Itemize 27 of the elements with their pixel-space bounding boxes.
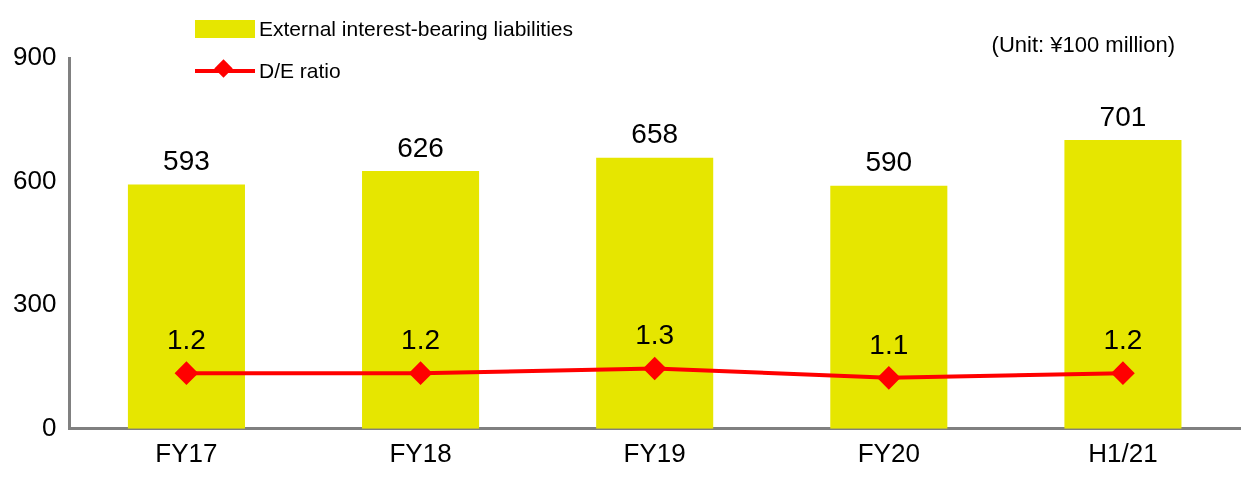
data-label: 1.3 bbox=[635, 319, 675, 351]
x-tick-label: H1/21 bbox=[1088, 437, 1158, 468]
bar bbox=[362, 170, 480, 429]
bar bbox=[596, 157, 714, 429]
y-tick-label: 300 bbox=[12, 288, 57, 319]
data-label: 1.2 bbox=[401, 323, 441, 355]
y-tick-label: 900 bbox=[12, 41, 57, 72]
x-tick-label: FY19 bbox=[623, 437, 686, 468]
data-label: 701 bbox=[1099, 100, 1147, 132]
x-tick-label: FY17 bbox=[155, 437, 218, 468]
y-tick-label: 600 bbox=[12, 164, 57, 195]
legend-label: D/E ratio bbox=[259, 59, 341, 83]
x-tick-label: FY20 bbox=[857, 437, 920, 468]
legend-label: External interest-bearing liabilities bbox=[259, 17, 573, 41]
data-label: 1.2 bbox=[166, 323, 206, 355]
data-label: 1.1 bbox=[869, 328, 909, 360]
bar bbox=[830, 185, 948, 429]
data-label: 593 bbox=[163, 145, 210, 177]
data-label: 658 bbox=[631, 118, 679, 150]
data-label: 1.2 bbox=[1103, 323, 1143, 355]
x-tick-label: FY18 bbox=[389, 437, 452, 468]
y-tick-label: 0 bbox=[41, 411, 57, 442]
annotation: (Unit: ¥100 million) bbox=[991, 32, 1175, 58]
data-label: 590 bbox=[865, 146, 913, 178]
bar bbox=[127, 184, 245, 429]
data-label: 626 bbox=[397, 131, 444, 163]
bar bbox=[1064, 139, 1182, 429]
